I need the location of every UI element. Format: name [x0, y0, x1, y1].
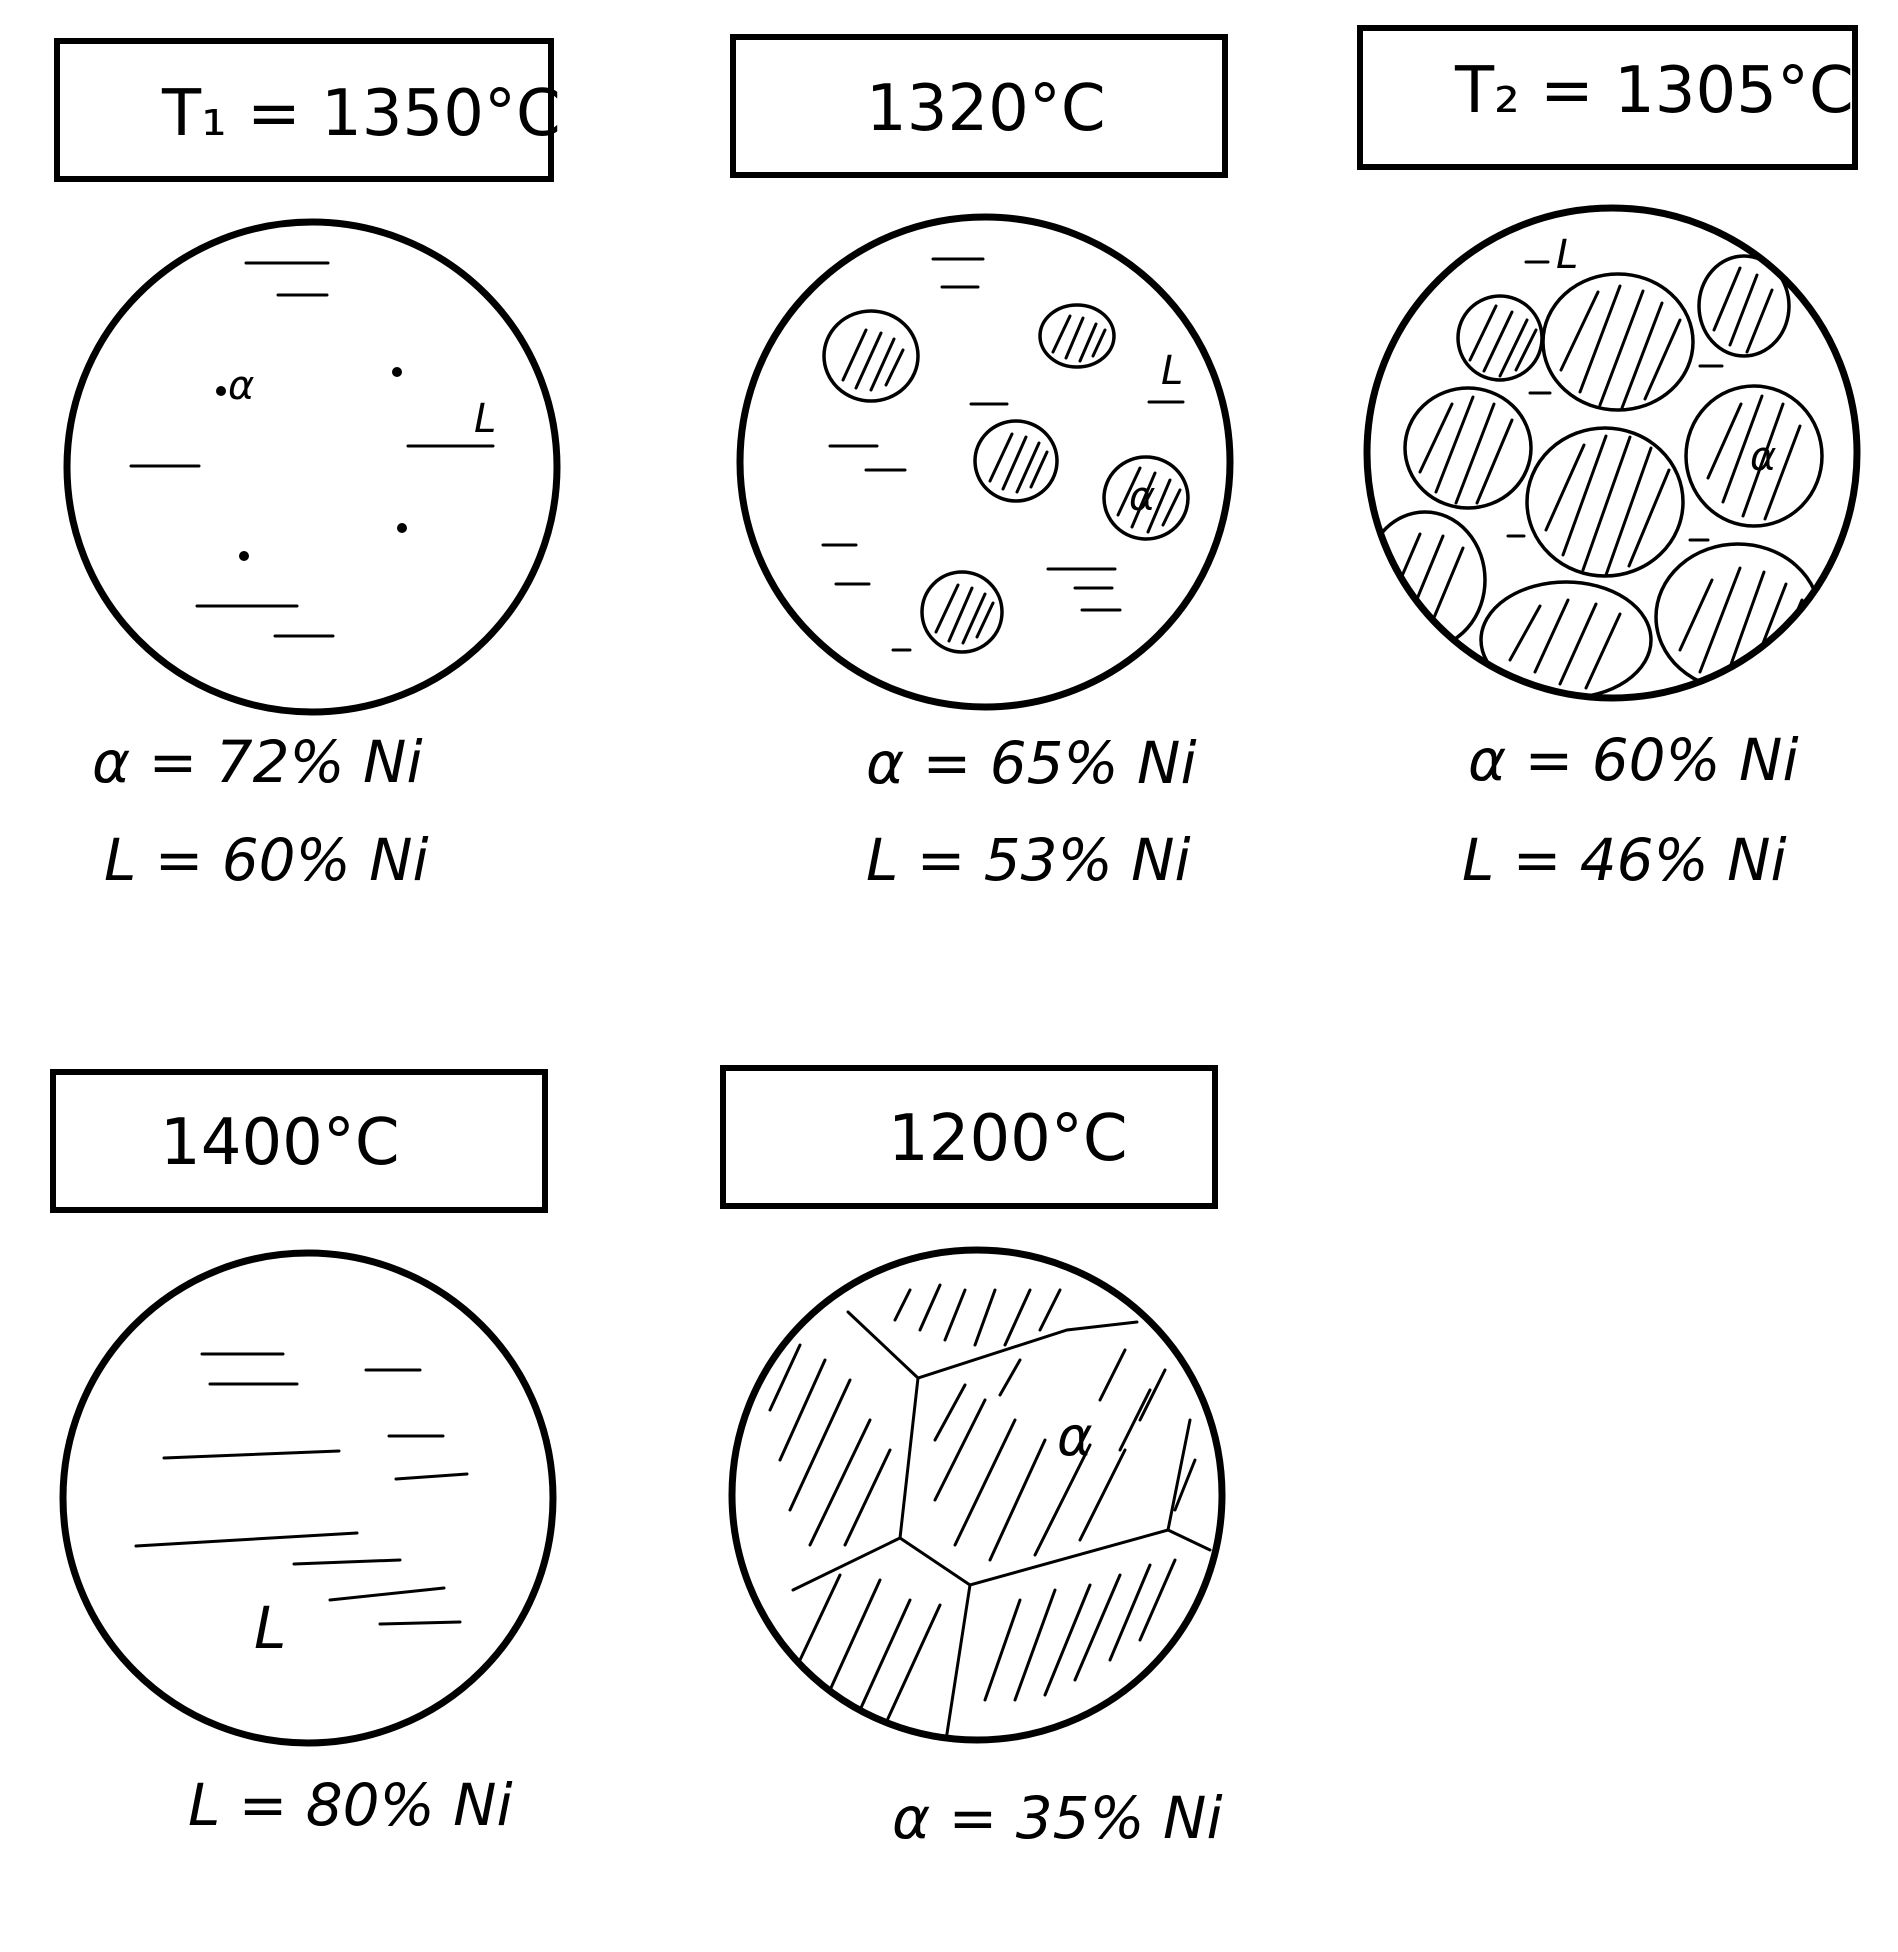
alpha-grains: [1367, 254, 1824, 698]
alpha-composition: α = 60% Ni: [1468, 726, 1799, 794]
alpha-composition: α = 72% Ni: [92, 728, 423, 796]
panel-title: 1200°C: [888, 1102, 1128, 1176]
liquid-strokes: [129, 261, 495, 638]
liquid-composition: L = 80% Ni: [188, 1771, 513, 1839]
liquid-strokes: [821, 257, 1185, 652]
alpha-label: α: [228, 363, 254, 409]
panel-title: T₂ = 1305°C: [1454, 54, 1854, 128]
liquid-label: L: [1556, 232, 1578, 278]
liquid-strokes: [1506, 260, 1724, 542]
panel-title: 1400°C: [160, 1106, 400, 1180]
liquid-strokes: [134, 1352, 469, 1626]
title-box: [54, 38, 554, 182]
alpha-composition: α = 35% Ni: [892, 1784, 1223, 1852]
title-box: [720, 1065, 1218, 1209]
alpha-grain: [973, 419, 1059, 503]
micrograph-circle: [728, 1246, 1226, 1744]
liquid-composition: L = 53% Ni: [866, 826, 1191, 894]
title-box: [730, 34, 1228, 178]
micrograph-circle: [59, 1249, 557, 1747]
alpha-label: α: [1129, 474, 1155, 520]
panel-1400c: 1400°C L L = 80% Ni: [50, 1069, 557, 1839]
panel-1200c: 1200°C: [720, 1065, 1226, 1852]
panel-1320c: 1320°C: [730, 34, 1234, 894]
nucleus-dots: [216, 367, 407, 561]
panel-1350c: T₁ = 1350°C α L α = 72% Ni L = 60% Ni: [54, 38, 561, 894]
micrograph-circle: [63, 218, 561, 716]
alpha-grain: [920, 570, 1004, 654]
panel-title: T₁ = 1350°C: [161, 77, 561, 151]
title-box: [50, 1069, 548, 1213]
liquid-label: L: [1161, 348, 1183, 394]
alpha-grains: [768, 1283, 1212, 1740]
micrograph-circle: [736, 213, 1234, 711]
panel-1305c: T₂ = 1305°C: [1357, 25, 1861, 894]
liquid-composition: L = 46% Ni: [1462, 826, 1787, 894]
alpha-composition: α = 65% Ni: [866, 729, 1197, 797]
alpha-grain: [1038, 303, 1116, 369]
title-box: [1357, 25, 1858, 170]
alpha-grain: [1102, 455, 1190, 541]
liquid-label: L: [254, 1594, 286, 1662]
liquid-composition: L = 60% Ni: [104, 826, 429, 894]
alpha-label: α: [1057, 1405, 1093, 1468]
alpha-grain: [822, 309, 920, 403]
liquid-label: L: [474, 396, 496, 442]
alpha-label: α: [1750, 434, 1776, 480]
panel-title: 1320°C: [866, 72, 1106, 146]
